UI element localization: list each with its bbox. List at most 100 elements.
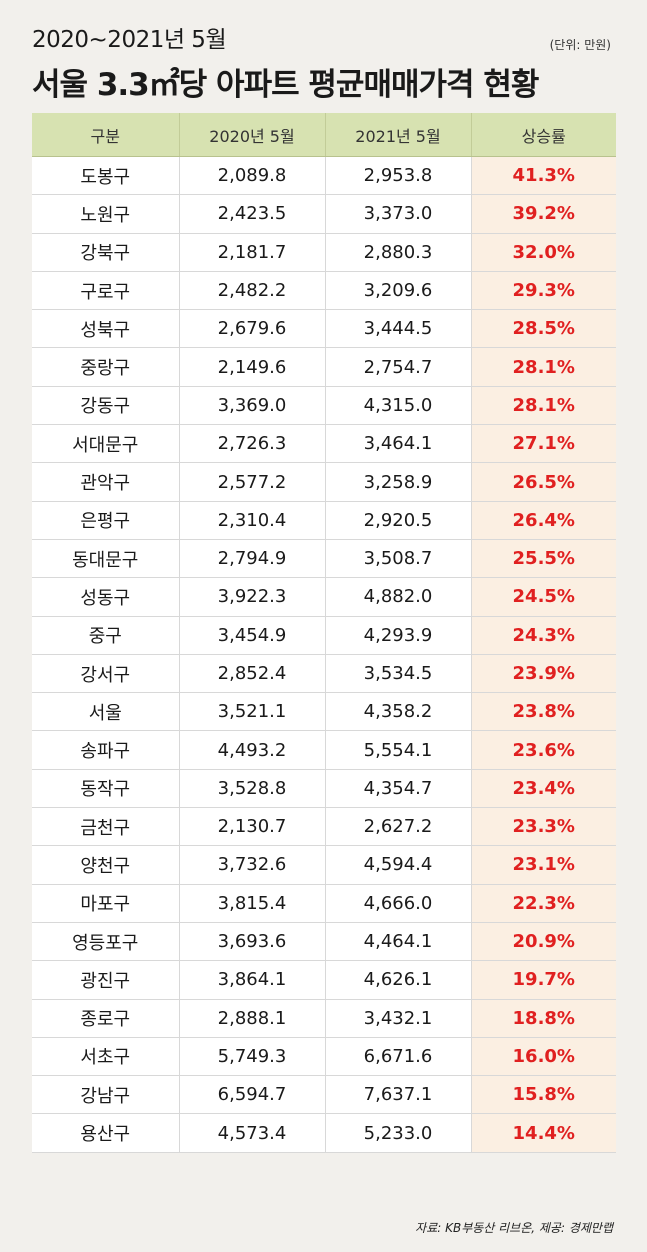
table-row: 관악구 2,577.2 3,258.9 26.5% [32, 462, 616, 502]
price-2020-cell: 2,794.9 [178, 539, 325, 579]
table-row: 강북구 2,181.7 2,880.3 32.0% [32, 233, 616, 272]
district-cell: 강동구 [32, 386, 179, 426]
price-2021-cell: 4,464.1 [324, 922, 471, 962]
rate-cell: 39.2% [470, 194, 616, 234]
rate-cell: 29.3% [470, 271, 616, 311]
district-cell: 은평구 [32, 501, 179, 540]
price-2020-cell: 6,594.7 [178, 1075, 325, 1115]
price-2021-cell: 6,671.6 [324, 1037, 471, 1077]
rate-cell: 16.0% [470, 1037, 616, 1077]
price-2020-cell: 2,423.5 [178, 194, 325, 234]
district-cell: 동대문구 [32, 539, 179, 579]
district-cell: 영등포구 [32, 922, 179, 962]
table-row: 중랑구 2,149.6 2,754.7 28.1% [32, 347, 616, 387]
table-row: 금천구 2,130.7 2,627.2 23.3% [32, 807, 616, 847]
table-body: 도봉구 2,089.8 2,953.8 41.3% 노원구 2,423.5 3,373.0 3… [32, 156, 616, 1153]
price-2021-cell: 3,534.5 [324, 654, 471, 694]
rate-cell: 28.1% [470, 347, 616, 387]
district-cell: 양천구 [32, 845, 179, 885]
table-row: 동대문구 2,794.9 3,508.7 25.5% [32, 539, 616, 579]
district-cell: 강북구 [32, 233, 179, 272]
price-2020-cell: 5,749.3 [178, 1037, 325, 1077]
rate-cell: 20.9% [470, 922, 616, 962]
price-2021-cell: 3,444.5 [324, 309, 471, 349]
table-row: 강동구 3,369.0 4,315.0 28.1% [32, 386, 616, 426]
table-row: 노원구 2,423.5 3,373.0 39.2% [32, 194, 616, 234]
price-2021-cell: 3,464.1 [324, 424, 471, 464]
price-2020-cell: 3,369.0 [178, 386, 325, 426]
price-2021-cell: 4,626.1 [324, 960, 471, 1000]
price-2020-cell: 3,693.6 [178, 922, 325, 962]
price-2021-cell: 3,258.9 [324, 462, 471, 502]
header-2020: 2020년 5월 [178, 113, 325, 157]
district-cell: 구로구 [32, 271, 179, 311]
price-2021-cell: 4,594.4 [324, 845, 471, 885]
price-2021-cell: 3,508.7 [324, 539, 471, 579]
table-header-row: 구분 2020년 5월 2021년 5월 상승률 [32, 113, 616, 157]
district-cell: 용산구 [32, 1113, 179, 1153]
rate-cell: 19.7% [470, 960, 616, 1000]
rate-cell: 24.3% [470, 616, 616, 655]
price-2020-cell: 3,815.4 [178, 884, 325, 923]
price-2020-cell: 2,089.8 [178, 156, 325, 196]
price-2020-cell: 2,852.4 [178, 654, 325, 694]
rate-cell: 23.3% [470, 807, 616, 847]
price-2021-cell: 4,882.0 [324, 577, 471, 617]
rate-cell: 18.8% [470, 999, 616, 1038]
district-cell: 강남구 [32, 1075, 179, 1115]
district-cell: 광진구 [32, 960, 179, 1000]
price-2021-cell: 3,432.1 [324, 999, 471, 1038]
table-row: 서울 3,521.1 4,358.2 23.8% [32, 692, 616, 732]
table-row: 서대문구 2,726.3 3,464.1 27.1% [32, 424, 616, 464]
rate-cell: 25.5% [470, 539, 616, 579]
header-district: 구분 [32, 113, 179, 157]
table-row: 동작구 3,528.8 4,354.7 23.4% [32, 769, 616, 809]
district-cell: 도봉구 [32, 156, 179, 196]
price-2020-cell: 3,922.3 [178, 577, 325, 617]
rate-cell: 32.0% [470, 233, 616, 272]
district-cell: 성북구 [32, 309, 179, 349]
district-cell: 서대문구 [32, 424, 179, 464]
price-2020-cell: 3,732.6 [178, 845, 325, 885]
header-rate: 상승률 [470, 113, 616, 157]
price-2020-cell: 2,149.6 [178, 347, 325, 387]
rate-cell: 28.1% [470, 386, 616, 426]
price-2020-cell: 2,726.3 [178, 424, 325, 464]
rate-cell: 22.3% [470, 884, 616, 923]
district-cell: 종로구 [32, 999, 179, 1038]
district-cell: 서울 [32, 692, 179, 732]
rate-cell: 23.6% [470, 730, 616, 770]
rate-cell: 24.5% [470, 577, 616, 617]
price-2020-cell: 3,521.1 [178, 692, 325, 732]
table-row: 구로구 2,482.2 3,209.6 29.3% [32, 271, 616, 311]
price-2021-cell: 3,373.0 [324, 194, 471, 234]
price-2020-cell: 2,310.4 [178, 501, 325, 540]
price-2021-cell: 4,666.0 [324, 884, 471, 923]
table-row: 은평구 2,310.4 2,920.5 26.4% [32, 501, 616, 540]
rate-cell: 23.1% [470, 845, 616, 885]
district-cell: 강서구 [32, 654, 179, 694]
district-cell: 중랑구 [32, 347, 179, 387]
table-row: 성북구 2,679.6 3,444.5 28.5% [32, 309, 616, 349]
rate-cell: 27.1% [470, 424, 616, 464]
price-2021-cell: 2,953.8 [324, 156, 471, 196]
price-2021-cell: 2,880.3 [324, 233, 471, 272]
table-row: 마포구 3,815.4 4,666.0 22.3% [32, 884, 616, 923]
price-2021-cell: 2,754.7 [324, 347, 471, 387]
district-cell: 중구 [32, 616, 179, 655]
table-row: 서초구 5,749.3 6,671.6 16.0% [32, 1037, 616, 1077]
table-row: 종로구 2,888.1 3,432.1 18.8% [32, 999, 616, 1038]
rate-cell: 23.4% [470, 769, 616, 809]
table-row: 성동구 3,922.3 4,882.0 24.5% [32, 577, 616, 617]
district-cell: 송파구 [32, 730, 179, 770]
rate-cell: 26.4% [470, 501, 616, 540]
rate-cell: 23.8% [470, 692, 616, 732]
source-note: 자료: KB부동산 리브온, 제공: 경제만랩 [415, 1221, 613, 1235]
price-table: 구분 2020년 5월 2021년 5월 상승률 도봉구 2,089.8 2,953… [32, 113, 616, 1153]
price-2021-cell: 4,315.0 [324, 386, 471, 426]
district-cell: 마포구 [32, 884, 179, 923]
price-2020-cell: 2,482.2 [178, 271, 325, 311]
price-2021-cell: 4,354.7 [324, 769, 471, 809]
price-2021-cell: 4,358.2 [324, 692, 471, 732]
